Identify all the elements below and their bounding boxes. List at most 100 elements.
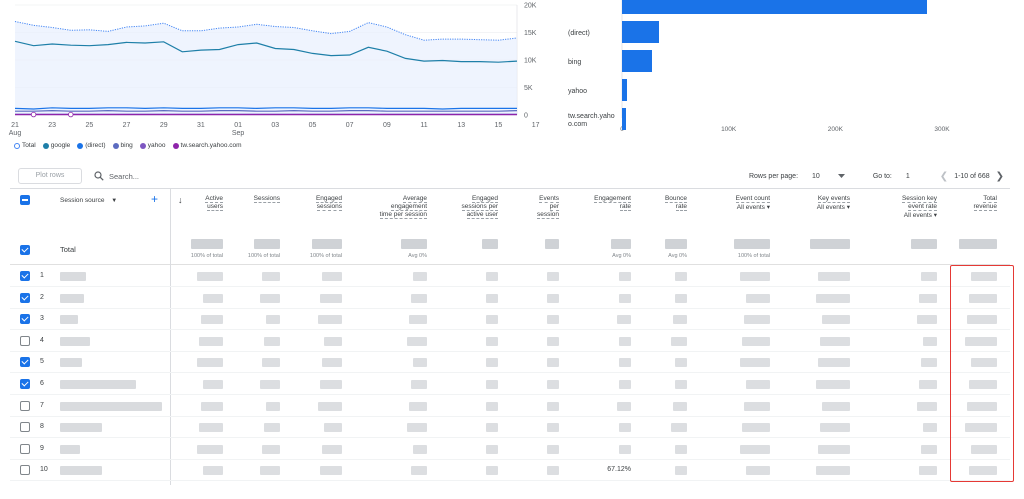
cell-value-redacted bbox=[547, 444, 559, 454]
column-header-engaged_sessions_per_user[interactable]: Engaged sessions per active user bbox=[408, 195, 498, 219]
search-input[interactable]: Search... bbox=[109, 171, 140, 181]
x-tick-label: 31 bbox=[197, 122, 205, 129]
row-checkbox[interactable] bbox=[20, 443, 30, 454]
bar[interactable] bbox=[622, 0, 927, 14]
legend-item[interactable]: yahoo bbox=[139, 142, 166, 149]
table-row[interactable]: 8 bbox=[10, 417, 1010, 439]
total-row-checkbox[interactable] bbox=[20, 245, 30, 255]
legend-item[interactable]: Total bbox=[14, 142, 36, 149]
cell-value-redacted bbox=[260, 293, 280, 303]
cell-value-redacted bbox=[617, 401, 631, 411]
cell-value-redacted bbox=[486, 423, 498, 433]
cell-value-redacted bbox=[266, 401, 280, 411]
row-checkbox[interactable] bbox=[20, 271, 30, 281]
cell-value-redacted bbox=[965, 423, 997, 433]
column-header-total_revenue[interactable]: Total revenue bbox=[907, 195, 997, 211]
row-checkbox[interactable] bbox=[20, 357, 30, 368]
cell-value-redacted bbox=[486, 293, 498, 303]
row-checkbox[interactable] bbox=[20, 379, 30, 389]
x-tick-label: 13 bbox=[457, 122, 465, 129]
session-source-redacted bbox=[60, 272, 86, 281]
column-header-events_per_session[interactable]: Events per session bbox=[469, 195, 559, 219]
prev-page-icon[interactable]: ❮ bbox=[939, 170, 949, 182]
column-header-engagement_rate[interactable]: Engagement rate bbox=[541, 195, 631, 211]
cell-value-redacted bbox=[746, 466, 770, 476]
total-subtext: 100% of total bbox=[737, 253, 770, 259]
row-checkbox[interactable] bbox=[20, 335, 30, 346]
y-tick-label: 0 bbox=[524, 113, 528, 120]
row-checkbox[interactable] bbox=[20, 292, 30, 303]
cell-value-redacted bbox=[262, 358, 280, 368]
legend-label: Total bbox=[22, 142, 36, 149]
rows-per-page-select[interactable]: 10 bbox=[812, 173, 845, 180]
row-checkbox[interactable] bbox=[20, 465, 30, 476]
cell-value-redacted bbox=[740, 444, 770, 454]
table-row[interactable]: 1 bbox=[10, 266, 1010, 287]
row-checkbox[interactable] bbox=[20, 314, 30, 325]
bar-x-tick-label: 100K bbox=[721, 126, 737, 133]
legend-item[interactable]: bing bbox=[112, 142, 133, 149]
column-divider bbox=[170, 189, 171, 485]
sort-descending-icon[interactable]: ↓ bbox=[178, 195, 183, 205]
column-header-avg_engagement_time[interactable]: Average engagement time per session bbox=[337, 195, 427, 219]
bar[interactable] bbox=[622, 21, 659, 43]
cell-value-redacted bbox=[746, 380, 770, 389]
table-row[interactable]: 5 bbox=[10, 352, 1010, 374]
cell-value-redacted bbox=[260, 466, 280, 476]
bar[interactable] bbox=[622, 79, 627, 101]
cell-value-redacted bbox=[675, 380, 687, 389]
bar-x-tick-label: 200K bbox=[828, 126, 844, 133]
table-row[interactable]: 10 67.12% bbox=[10, 460, 1010, 482]
cell-value-redacted bbox=[919, 293, 937, 303]
legend-item[interactable]: (direct) bbox=[77, 142, 106, 149]
legend-item[interactable]: google bbox=[42, 142, 71, 149]
legend-dot-icon bbox=[112, 142, 119, 149]
column-header-event_count[interactable]: Event count All events ▾ bbox=[680, 195, 770, 212]
session-source-redacted bbox=[60, 358, 82, 368]
session-source-redacted bbox=[60, 466, 102, 476]
column-header-key_events[interactable]: Key events All events ▾ bbox=[760, 195, 850, 212]
table-row[interactable]: 2 bbox=[10, 288, 1010, 309]
column-header-bounce_rate[interactable]: Bounce rate bbox=[597, 195, 687, 211]
next-page-icon[interactable]: ❯ bbox=[995, 170, 1004, 182]
x-tick-label: 05 bbox=[309, 122, 317, 129]
column-header-session_key_event_rate[interactable]: Session key event rate All events ▾ bbox=[847, 195, 937, 220]
total-row: Total 100% of total 100% of total 100% of … bbox=[10, 233, 1010, 265]
cell-value-redacted bbox=[740, 272, 770, 281]
cell-value-redacted bbox=[411, 293, 427, 303]
table-row[interactable]: 4 bbox=[10, 331, 1010, 352]
cell-value-redacted bbox=[740, 358, 770, 368]
table-row[interactable]: 3 bbox=[10, 309, 1010, 331]
column-event-filter[interactable]: All events ▾ bbox=[760, 204, 850, 212]
cell-value-redacted bbox=[264, 423, 280, 433]
table-row[interactable]: 7 bbox=[10, 396, 1010, 417]
legend-item[interactable]: tw.search.yahoo.com bbox=[172, 142, 242, 149]
goto-page-input[interactable]: 1 bbox=[905, 172, 910, 180]
cell-value-redacted bbox=[322, 444, 342, 454]
row-checkbox[interactable] bbox=[20, 422, 30, 433]
table-row[interactable]: 6 bbox=[10, 374, 1010, 395]
cell-value-redacted bbox=[264, 336, 280, 346]
row-number: 3 bbox=[40, 315, 44, 323]
column-event-filter[interactable]: All events ▾ bbox=[680, 204, 770, 212]
legend-label: google bbox=[50, 142, 71, 149]
row-checkbox[interactable] bbox=[20, 400, 30, 411]
search-box[interactable]: Search... bbox=[94, 166, 139, 186]
add-dimension-icon[interactable]: + bbox=[151, 192, 159, 206]
column-header-active_users[interactable]: Active users bbox=[133, 195, 223, 211]
bar[interactable] bbox=[622, 108, 626, 130]
column-header-sessions[interactable]: Sessions bbox=[190, 195, 280, 203]
column-header-text: active user bbox=[466, 211, 498, 219]
dimension-selector[interactable]: Session source ▼ bbox=[60, 197, 117, 205]
cell-value-redacted bbox=[969, 380, 997, 389]
row-number: 9 bbox=[40, 444, 44, 452]
cell-value-redacted bbox=[201, 315, 223, 325]
select-all-checkbox[interactable] bbox=[20, 195, 30, 205]
column-event-filter[interactable]: All events ▾ bbox=[847, 212, 937, 220]
table-row[interactable]: 9 bbox=[10, 439, 1010, 460]
cell-value-redacted bbox=[318, 315, 342, 325]
bar[interactable] bbox=[622, 50, 652, 72]
plot-rows-button[interactable]: Plot rows bbox=[18, 168, 82, 184]
cell-value-redacted bbox=[923, 336, 937, 346]
column-header-engaged_sessions[interactable]: Engaged sessions bbox=[252, 195, 342, 211]
